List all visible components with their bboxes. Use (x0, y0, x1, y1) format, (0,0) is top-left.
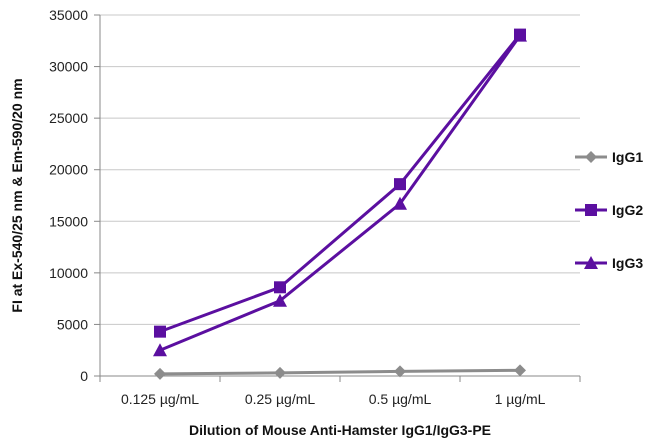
y-tick-label: 35000 (49, 7, 88, 23)
legend-item-igg3: IgG3 (575, 255, 643, 271)
y-tick-label: 20000 (49, 162, 88, 178)
x-tick-label: 0.125 µg/mL (121, 391, 199, 407)
x-axis-title: Dilution of Mouse Anti-Hamster IgG1/IgG3… (189, 422, 491, 438)
data-point (154, 367, 166, 380)
series-line (159, 368, 521, 376)
data-point (393, 196, 407, 210)
data-point (153, 343, 167, 357)
legend-label: IgG1 (612, 149, 643, 165)
legend-item-igg2: IgG2 (575, 202, 643, 218)
y-tick-label: 25000 (49, 110, 88, 126)
x-tick-label: 0.25 µg/mL (245, 391, 316, 407)
y-tick-label: 10000 (49, 265, 88, 281)
x-tick-label: 0.5 µg/mL (369, 391, 432, 407)
y-tick-labels: 0 5000 10000 15000 20000 25000 30000 35000 (49, 7, 88, 384)
x-tick-labels: 0.125 µg/mL 0.25 µg/mL 0.5 µg/mL 1 µg/mL (121, 391, 546, 407)
series-igg1 (154, 364, 526, 380)
y-tick-label: 5000 (57, 316, 88, 332)
series-line (159, 33, 522, 334)
data-point (274, 281, 286, 294)
data-point (154, 325, 166, 338)
gridlines (100, 14, 580, 325)
series-igg2 (154, 28, 526, 338)
legend-item-igg1: IgG1 (575, 149, 643, 165)
data-point (514, 364, 526, 377)
y-tick-label: 0 (80, 368, 88, 384)
legend-label: IgG3 (612, 255, 643, 271)
y-tick-label: 15000 (49, 213, 88, 229)
legend: IgG1 IgG2 IgG3 (575, 149, 643, 271)
series-igg3 (153, 28, 527, 357)
legend-label: IgG2 (612, 202, 643, 218)
legend-marker (585, 204, 597, 216)
data-point (273, 293, 287, 307)
y-tick-label: 30000 (49, 59, 88, 75)
legend-marker (584, 256, 598, 269)
axes (94, 14, 581, 382)
data-point (274, 366, 286, 379)
x-tick-label: 1 µg/mL (495, 391, 546, 407)
legend-marker (585, 151, 597, 163)
data-point (394, 365, 406, 378)
series (153, 28, 527, 380)
data-point (394, 178, 406, 191)
series-line (159, 34, 522, 352)
data-point (513, 28, 527, 42)
y-axis-title: FI at Ex-540/25 nm & Em-590/20 nm (9, 78, 25, 312)
